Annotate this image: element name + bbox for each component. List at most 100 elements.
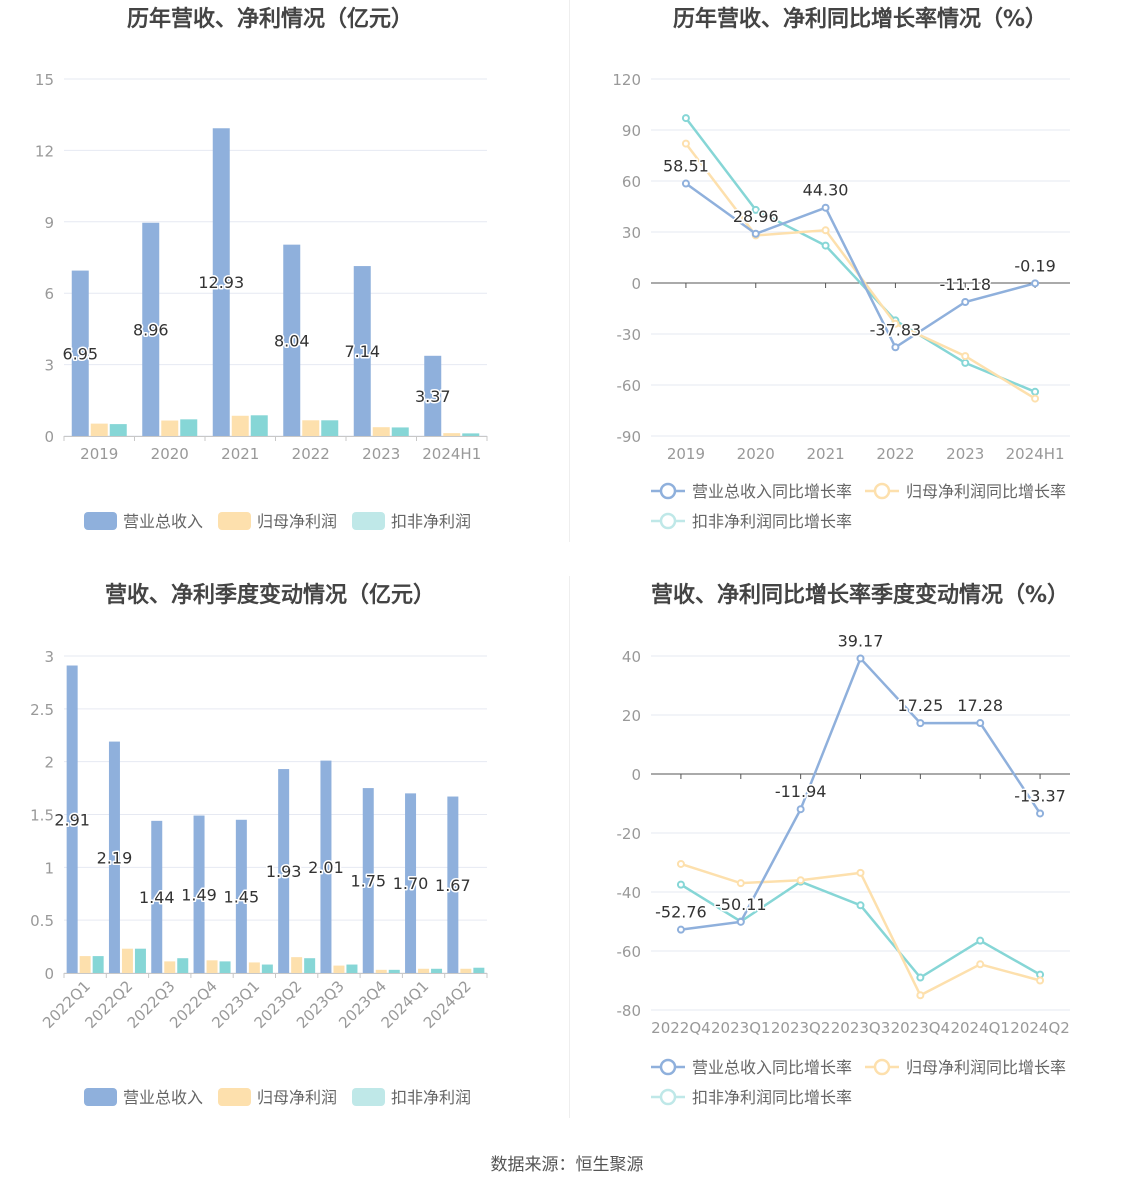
series-line-net-profit-growth	[684, 142, 1036, 400]
bar-revenue	[424, 355, 442, 436]
x-tick-label: 2024Q2	[420, 977, 475, 1032]
y-tick-label: -60	[617, 377, 642, 395]
data-label: 2.19	[97, 848, 133, 867]
data-label: 6.95	[62, 344, 98, 363]
x-tick-label: 2019	[80, 445, 118, 463]
legend-marker	[659, 1088, 677, 1106]
data-point	[856, 654, 865, 663]
data-point	[916, 973, 925, 982]
legend-marker	[659, 482, 677, 500]
data-point	[961, 358, 970, 367]
data-point	[891, 343, 900, 352]
data-label: -11.94	[775, 782, 827, 801]
y-tick-label: 9	[44, 214, 54, 232]
x-tick-label: 2023	[946, 445, 984, 463]
data-point	[821, 226, 830, 235]
y-tick-label: 3	[44, 648, 54, 666]
legend-item[interactable]: 归母净利润同比增长率	[865, 1058, 1066, 1077]
bar-revenue	[278, 769, 290, 973]
annual-growth-chart: 历年营收、净利同比增长率情况（%） -90 -60 -30 0 30 60 90 120 2019…	[567, 0, 1134, 576]
data-point	[1036, 809, 1045, 818]
legend-item[interactable]: 归母净利润同比增长率	[865, 482, 1066, 501]
y-tick-label: -40	[617, 884, 642, 902]
legend-item[interactable]: 营业总收入同比增长率	[651, 482, 852, 501]
data-point	[796, 876, 805, 885]
data-point	[1031, 394, 1040, 403]
legend-item[interactable]: 扣非净利润同比增长率	[651, 1088, 852, 1107]
data-point	[916, 991, 925, 1000]
bar-net-profit	[231, 415, 249, 436]
legend-item[interactable]: 营业总收入	[84, 1088, 203, 1107]
bar-net-profit	[164, 961, 176, 973]
data-label: 1.67	[435, 876, 471, 895]
legend-swatch	[218, 1088, 251, 1106]
data-label: 7.14	[344, 342, 380, 361]
bar-deducted-profit	[219, 961, 231, 973]
legend-label: 归母净利润同比增长率	[906, 1058, 1066, 1077]
data-label: 1.93	[266, 862, 302, 881]
legend-item[interactable]: 归母净利润	[218, 1088, 337, 1107]
series-line-net-profit-growth	[680, 862, 1041, 997]
legend-item[interactable]: 归母净利润	[218, 512, 337, 531]
data-point	[856, 901, 865, 910]
quarterly-growth-svg: 营收、净利同比增长率季度变动情况（%） -80 -60 -40 -20 0 20 40 2022…	[617, 582, 1070, 1107]
x-tick-label: 2024H1	[1006, 445, 1065, 463]
y-tick-label: 2	[44, 754, 54, 772]
y-tick-label: 15	[35, 71, 54, 89]
data-point	[821, 203, 830, 212]
bar-revenue	[362, 788, 374, 973]
series-line-revenue-growth	[685, 182, 1036, 350]
legend-label: 扣非净利润	[391, 1088, 471, 1107]
y-tick-label: 0	[44, 965, 54, 983]
y-tick-label: 20	[622, 707, 641, 725]
legend-item[interactable]: 扣非净利润	[352, 1088, 471, 1107]
legend-swatch	[84, 1088, 117, 1106]
y-tick-label: 12	[35, 142, 54, 160]
legend-item[interactable]: 营业总收入	[84, 512, 203, 531]
data-label: 44.30	[803, 181, 849, 200]
y-tick-label: 1	[44, 859, 54, 877]
legend-item[interactable]: 扣非净利润同比增长率	[651, 512, 852, 531]
y-tick-label: 1.5	[30, 807, 54, 825]
legend-item[interactable]: 营业总收入同比增长率	[651, 1058, 852, 1077]
bar-net-profit	[443, 433, 461, 436]
legend-label: 扣非净利润同比增长率	[692, 1088, 852, 1107]
legend-label: 扣非净利润	[391, 512, 471, 531]
data-point	[1031, 279, 1040, 288]
bar-deducted-profit	[391, 427, 409, 436]
bar-deducted-profit	[304, 958, 316, 973]
bar-net-profit	[121, 948, 133, 973]
bar-revenue	[283, 244, 301, 436]
data-label: 8.04	[274, 331, 310, 350]
legend-label: 营业总收入同比增长率	[692, 1058, 852, 1077]
x-tick-label: 2024Q1	[950, 1019, 1010, 1037]
bar-net-profit	[79, 956, 91, 973]
data-point	[961, 352, 970, 361]
legend-marker	[873, 1058, 891, 1076]
quarterly-growth-chart: 营收、净利同比增长率季度变动情况（%） -80 -60 -40 -20 0 20 40 2022…	[567, 576, 1134, 1152]
data-label: 1.49	[181, 885, 217, 904]
y-tick-label: 120	[612, 71, 641, 89]
vertical-divider	[569, 576, 570, 1118]
legend-label: 营业总收入	[123, 1088, 203, 1107]
y-tick-label: 40	[622, 648, 641, 666]
bar-deducted-profit	[180, 419, 198, 436]
x-tick-label: 2023	[362, 445, 400, 463]
bar-net-profit	[375, 969, 387, 973]
x-tick-label: 2021	[806, 445, 844, 463]
x-tick-label: 2020	[737, 445, 775, 463]
bar-revenue	[405, 793, 417, 973]
legend-item[interactable]: 扣非净利润	[352, 512, 471, 531]
quarterly-amount-svg: 营收、净利季度变动情况（亿元）00.511.522.532022Q12.9120…	[30, 582, 488, 1107]
bar-revenue	[151, 820, 163, 973]
data-point	[796, 805, 805, 814]
legend-label: 营业总收入	[123, 512, 203, 531]
legend-label: 归母净利润同比增长率	[906, 482, 1066, 501]
data-label: 3.37	[415, 387, 451, 406]
x-tick-label: 2021	[221, 445, 259, 463]
x-tick-label: 2023Q1	[711, 1019, 771, 1037]
bar-net-profit	[90, 423, 108, 436]
bar-deducted-profit	[462, 433, 480, 436]
data-label: 17.28	[957, 696, 1003, 715]
bar-net-profit	[333, 965, 345, 973]
